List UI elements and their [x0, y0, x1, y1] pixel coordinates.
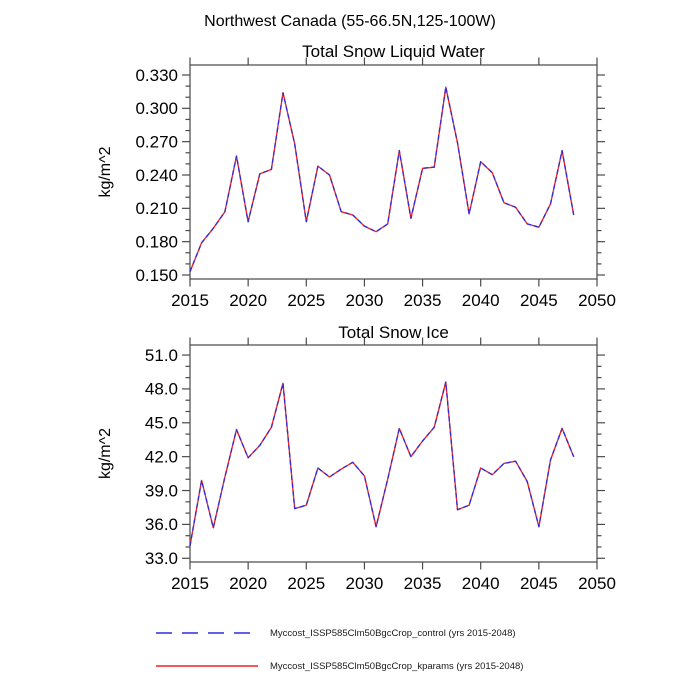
y-tick-label: 48.0 [145, 380, 178, 399]
x-tick-label: 2015 [171, 291, 209, 310]
legend-solid-line-icon [156, 665, 258, 667]
chart-2-title: Total Snow Ice [338, 323, 449, 342]
x-tick-label: 2050 [578, 291, 616, 310]
chart-1-ticks [182, 57, 605, 287]
chart-1-series-line [189, 86, 575, 272]
chart-2-frame [189, 344, 598, 563]
y-tick-label: 36.0 [145, 515, 178, 534]
y-tick-label: 0.210 [135, 199, 178, 218]
chart-1-frame [189, 64, 598, 280]
main-title: Northwest Canada (55-66.5N,125-100W) [204, 13, 496, 30]
x-tick-label: 2040 [462, 574, 500, 593]
x-tick-label: 2045 [520, 574, 558, 593]
legend-dashed-line-icon [156, 632, 258, 634]
x-tick-label: 2030 [346, 574, 384, 593]
x-tick-label: 2030 [346, 291, 384, 310]
y-tick-label: 0.150 [135, 266, 178, 285]
legend-item-control: Myccost_ISSP585Clm50BgcCrop_control (yrs… [155, 627, 516, 639]
chart-1-series-line [189, 86, 575, 272]
x-tick-label: 2020 [229, 574, 267, 593]
chart-2-ticks [182, 337, 605, 570]
y-tick-label: 0.300 [135, 99, 178, 118]
x-tick-label: 2040 [462, 291, 500, 310]
x-tick-label: 2045 [520, 291, 558, 310]
legend-item-kparams: Myccost_ISSP585Clm50BgcCrop_kparams (yrs… [155, 660, 524, 672]
y-tick-label: 0.180 [135, 232, 178, 251]
chart-1-tick-labels: 2015 2020 2025 2030 2035 2040 2045 2050 0.150 0.1… [135, 66, 615, 310]
x-tick-label: 2025 [287, 574, 325, 593]
y-tick-label: 51.0 [145, 346, 178, 365]
y-tick-label: 0.240 [135, 166, 178, 185]
y-tick-label: 45.0 [145, 414, 178, 433]
y-tick-label: 42.0 [145, 447, 178, 466]
y-tick-label: 39.0 [145, 481, 178, 500]
y-tick-label: 33.0 [145, 549, 178, 568]
x-tick-label: 2050 [578, 574, 616, 593]
chart-2-y-axis-label: kg/m^2 [97, 428, 114, 479]
chart-1-title: Total Snow Liquid Water [302, 42, 485, 61]
legend-control-label: Myccost_ISSP585Clm50BgcCrop_control (yrs… [270, 627, 516, 639]
x-tick-label: 2015 [171, 574, 209, 593]
x-tick-label: 2035 [404, 574, 442, 593]
legend-kparams-label: Myccost_ISSP585Clm50BgcCrop_kparams (yrs… [270, 660, 524, 672]
chart-2: 2015 2020 2025 2030 2035 2040 2045 2050 33.0 36.0… [97, 323, 616, 593]
y-tick-label: 0.330 [135, 66, 178, 85]
chart-2-series-line [189, 381, 575, 547]
chart-1: 2015 2020 2025 2030 2035 2040 2045 2050 0.150 0.1… [97, 42, 616, 310]
y-tick-label: 0.270 [135, 132, 178, 151]
chart-2-series-line [189, 381, 575, 547]
x-tick-label: 2035 [404, 291, 442, 310]
chart-1-y-axis-label: kg/m^2 [97, 146, 114, 197]
x-tick-label: 2020 [229, 291, 267, 310]
x-tick-label: 2025 [287, 291, 325, 310]
chart-2-tick-labels: 2015 2020 2025 2030 2035 2040 2045 2050 33.0 36.0… [145, 346, 616, 593]
